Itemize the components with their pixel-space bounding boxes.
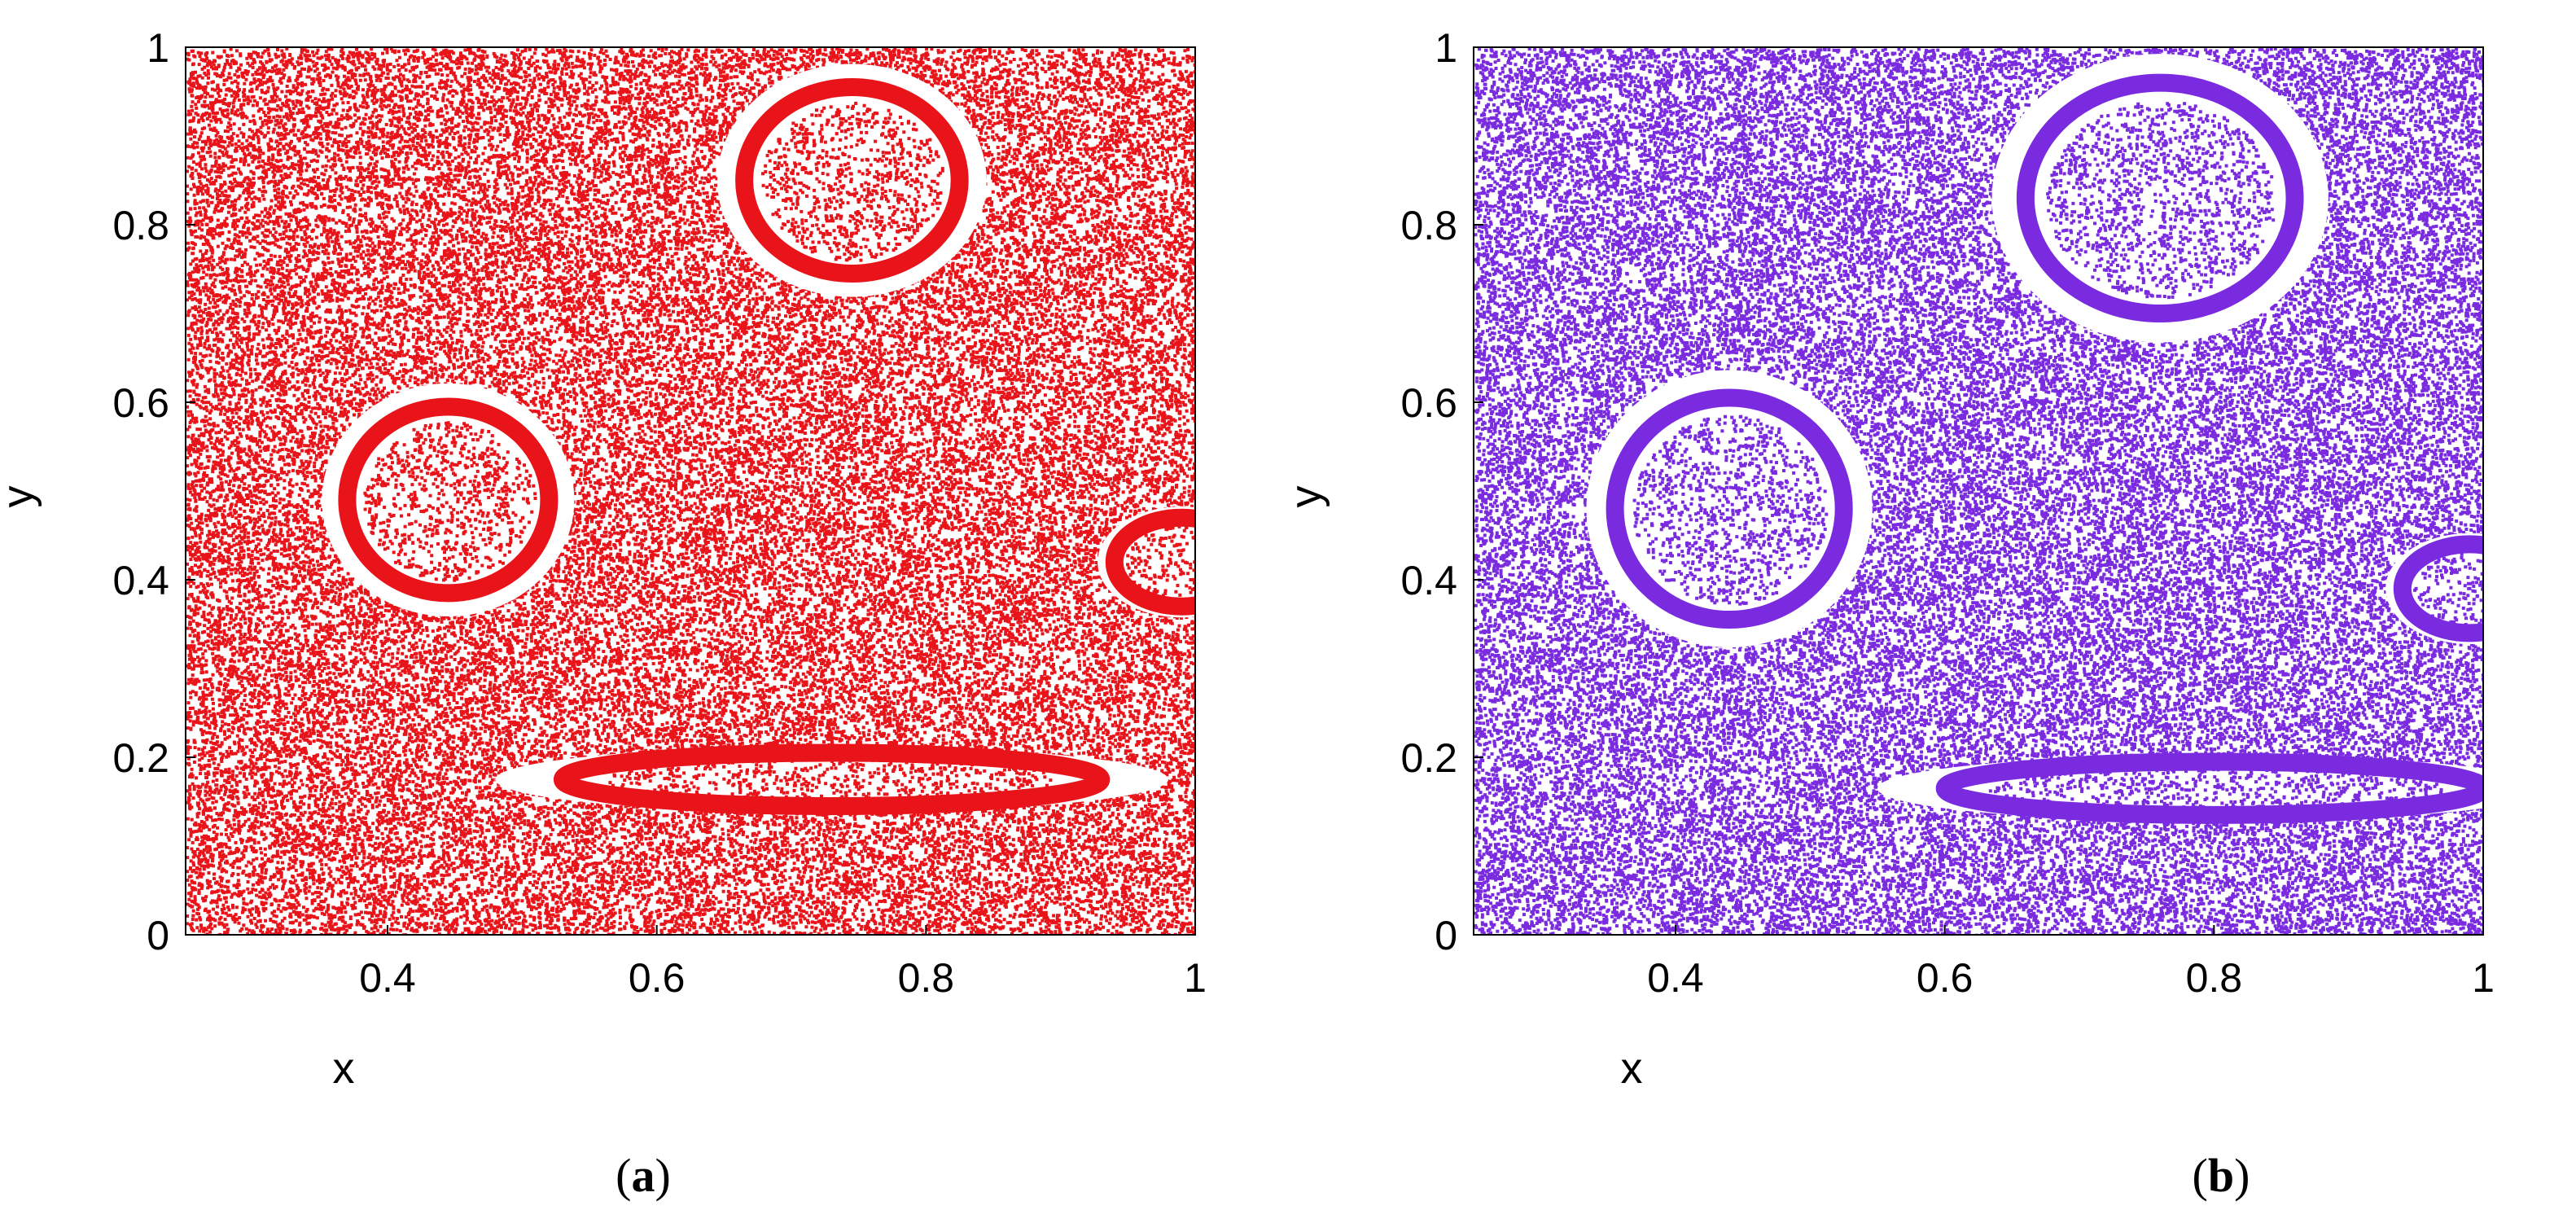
- x-tick-label: 1: [1184, 955, 1207, 1001]
- panel-a-caption: (a): [562, 1148, 725, 1203]
- y-axis-label: y: [0, 486, 42, 508]
- y-tick-label: 0.4: [1400, 558, 1457, 603]
- plot-area-b: [1474, 47, 2554, 938]
- panel-b-caption: (b): [2140, 1148, 2302, 1203]
- island-clear-1: [1992, 54, 2328, 342]
- y-tick-label: 1: [1435, 25, 1457, 71]
- y-tick-label: 0.6: [1400, 380, 1457, 426]
- chart-b-svg: 0.4 0.6 0.8 1 0 0.2 0.4 0.6 0.8 1 x y: [1288, 0, 2576, 1140]
- y-tick-label: 0.2: [112, 735, 169, 781]
- phase-portrait: [1474, 47, 2554, 938]
- x-axis-label: x: [333, 1044, 355, 1093]
- y-tick-label: 0.4: [112, 558, 169, 603]
- x-tick-label: 0.4: [1647, 955, 1704, 1001]
- x-tick-label: 0.6: [1917, 955, 1974, 1001]
- y-tick-label: 0: [147, 913, 169, 958]
- x-tick-label: 0.8: [898, 955, 955, 1001]
- y-tick-label: 1: [147, 25, 169, 71]
- plot-area-a: [186, 47, 1266, 938]
- y-tick-label: 0: [1435, 913, 1457, 958]
- y-tick-label: 0.2: [1400, 735, 1457, 781]
- y-tick-label: 0.8: [1400, 203, 1457, 248]
- chart-a-svg: 0.4 0.6 0.8 1 0 0.2 0.4 0.6 0.8 1 x y: [0, 0, 1288, 1140]
- island-clear-0: [1586, 370, 1872, 647]
- x-tick-label: 0.8: [2186, 955, 2243, 1001]
- x-tick-label: 0.6: [629, 955, 686, 1001]
- y-tick-label: 0.8: [112, 203, 169, 248]
- phase-portrait: [186, 47, 1266, 938]
- panel-b: 0.4 0.6 0.8 1 0 0.2 0.4 0.6 0.8 1 x y (b): [1288, 0, 2576, 1232]
- x-tick-label: 1: [2472, 955, 2495, 1001]
- y-axis-label: y: [1288, 486, 1330, 508]
- panel-a: 0.4 0.6 0.8 1 0 0.2 0.4 0.6 0.8 1 x y (a): [0, 0, 1288, 1232]
- x-axis-label: x: [1621, 1044, 1643, 1093]
- y-tick-label: 0.6: [112, 380, 169, 426]
- x-tick-label: 0.4: [359, 955, 416, 1001]
